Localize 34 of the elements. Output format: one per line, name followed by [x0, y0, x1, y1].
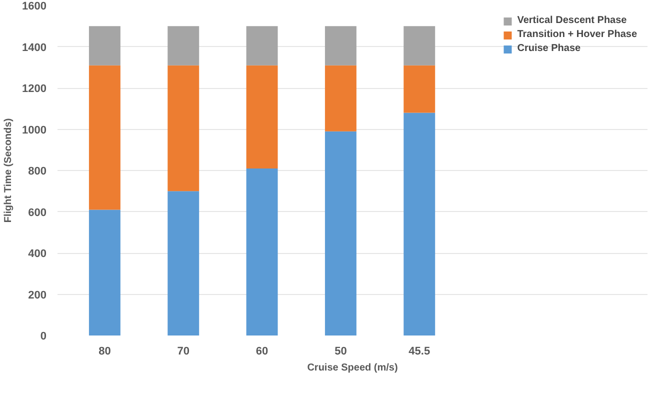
bar	[324, 65, 356, 132]
x-tick-label: 70	[177, 346, 190, 358]
bar	[88, 65, 120, 210]
bar	[404, 65, 436, 113]
bar	[246, 26, 278, 66]
y-tick-label: 1600	[22, 0, 47, 12]
y-axis-title: Flight Time (Seconds)	[3, 118, 14, 223]
bar	[168, 26, 200, 66]
legend-label: Transition + Hover Phase	[517, 29, 637, 40]
y-tick-label: 0	[40, 330, 47, 342]
bar	[324, 131, 356, 336]
bar	[88, 26, 120, 66]
bar	[324, 26, 356, 66]
bar	[246, 65, 278, 168]
y-tick-label: 600	[28, 206, 47, 219]
bar	[404, 112, 436, 336]
bar	[168, 65, 200, 192]
y-tick-label: 200	[28, 289, 47, 302]
x-axis-title: Cruise Speed (m/s)	[307, 362, 398, 374]
bar	[404, 26, 436, 66]
y-tick-label: 1000	[22, 124, 47, 136]
legend-label: Vertical Descent Phase	[517, 15, 627, 26]
y-tick-label: 800	[28, 166, 47, 178]
x-tick-label: 80	[98, 346, 111, 358]
y-tick-label: 1200	[22, 83, 47, 95]
x-tick-label: 45.5	[408, 346, 430, 358]
x-tick-label: 50	[334, 346, 347, 358]
bar	[246, 168, 278, 336]
x-tick-label: 60	[256, 346, 268, 358]
legend-label: Cruise Phase	[517, 43, 581, 54]
y-tick-label: 400	[28, 248, 47, 260]
y-tick-label: 1400	[22, 42, 47, 54]
bar	[168, 191, 200, 336]
bar	[88, 210, 120, 336]
